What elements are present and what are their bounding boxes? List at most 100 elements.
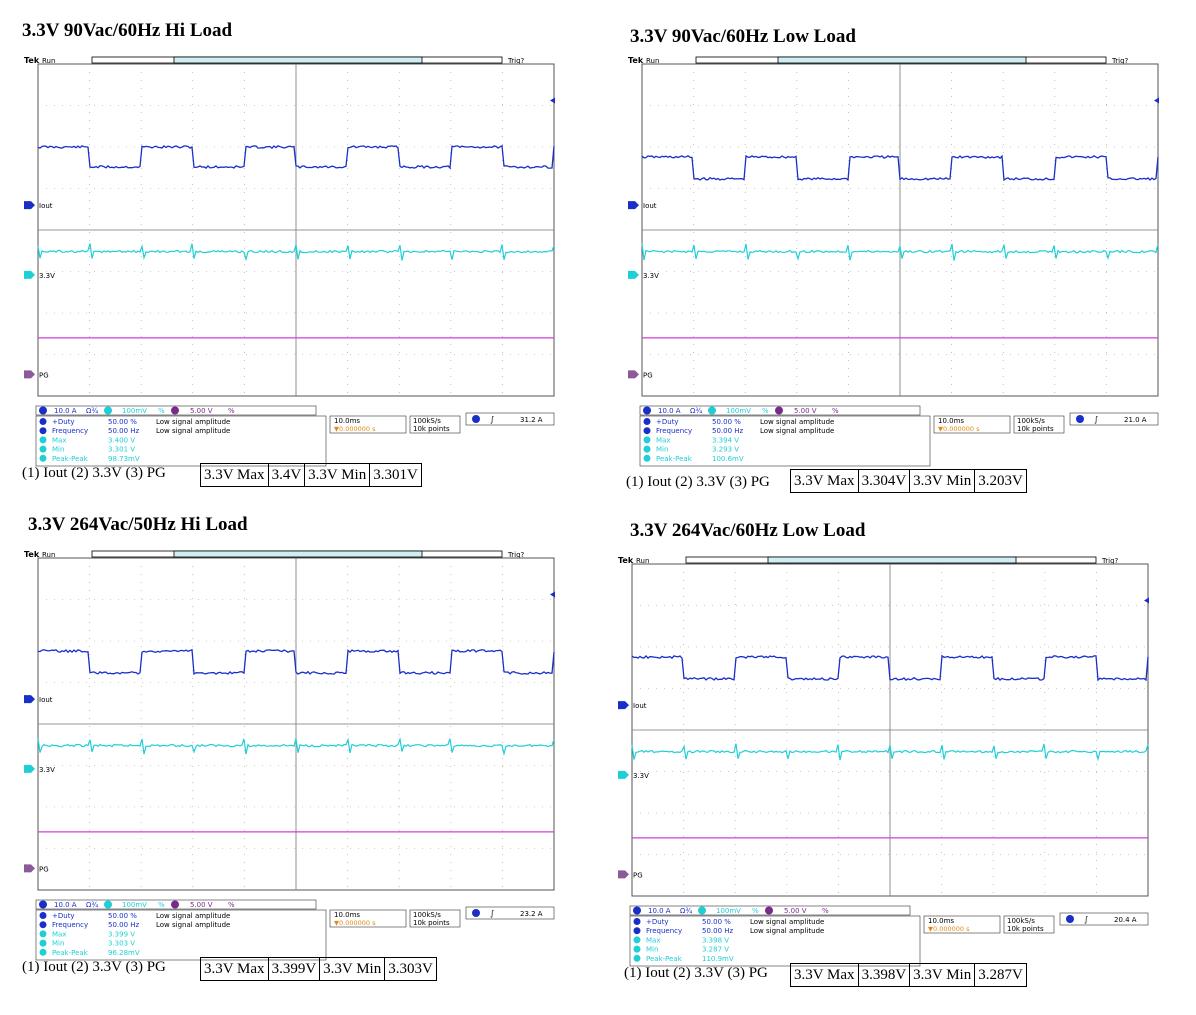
ch1-coupling: Ω¾ (690, 407, 702, 415)
meas-value: 50.00 % (108, 912, 137, 920)
min-value: 3.287V (974, 963, 1027, 987)
meas-value: 50.00 % (108, 418, 137, 426)
channel-legend: (1) Iout (2) 3.3V (3) PG (626, 474, 770, 490)
meas-note: Low signal amplitude (156, 427, 230, 435)
ch1-marker (628, 201, 639, 210)
max-label: 3.3V Max (790, 963, 859, 987)
panel-title: 3.3V 264Vac/50Hz Hi Load (28, 514, 248, 535)
meas-name: Frequency (656, 427, 692, 435)
ch3-scale: 5.00 V (190, 407, 213, 415)
ch1-coupling: Ω¾ (86, 901, 98, 909)
run-label: Run (42, 551, 55, 559)
oscilloscope-capture: Tek Run Trig? Iout 3.3V PG 10.0 A Ω¾ 100mV% 5.00 … (22, 548, 582, 978)
meas-name: Max (52, 930, 66, 938)
trigger-box (465, 412, 555, 426)
ch2-trace (37, 243, 555, 262)
panel-90vac-hi-load: 3.3V 90Vac/60Hz Hi Load Tek Run Trig? Iout 3… (22, 20, 582, 490)
trigger-level: 20.4 A (1114, 916, 1137, 924)
meas-name: Max (52, 436, 66, 444)
meas-value: 3.303 V (108, 940, 135, 948)
meas-value: 50.00 Hz (712, 427, 744, 435)
timebase: 10.0ms (334, 911, 360, 919)
record-length: 10k points (413, 919, 450, 927)
ch1-trace (37, 144, 555, 170)
meas-value: 3.399 V (108, 930, 135, 938)
record-window (767, 556, 1017, 564)
ch2-marker (24, 764, 35, 773)
ch1-marker-label: Iout (39, 696, 53, 704)
panel-title: 3.3V 90Vac/60Hz Low Load (630, 26, 856, 47)
brand-label: Tek (618, 556, 634, 565)
run-label: Run (646, 57, 659, 65)
meas-name: Peak-Peak (656, 455, 693, 463)
ch3-marker (618, 870, 629, 879)
meas-value: 3.287 V (702, 946, 729, 954)
ch2-bw: % (752, 907, 759, 915)
meas-name: +Duty (646, 918, 669, 926)
graticule (37, 63, 555, 397)
min-label: 3.3V Min (909, 469, 976, 493)
ch1-marker (618, 701, 629, 710)
meas-value: 3.293 V (712, 446, 739, 454)
trigger-slope-icon: ∫ (490, 415, 494, 424)
ch3-marker-label: PG (39, 371, 49, 379)
trigger-box (465, 906, 555, 920)
trigger-position: ▼0.000000 s (334, 425, 376, 433)
ch1-marker-label: Iout (39, 202, 53, 210)
meas-name: Max (656, 436, 670, 444)
meas-note: Low signal amplitude (760, 418, 834, 426)
graticule (641, 63, 1159, 397)
measurements-box (639, 415, 931, 467)
max-label: 3.3V Max (200, 463, 269, 487)
ch3-marker (628, 370, 639, 379)
acq-box (1003, 915, 1055, 934)
oscilloscope-capture: Tek Run Trig? Iout 3.3V PG 10.0 A Ω¾ 100mV% 5.00 … (616, 554, 1176, 984)
panel-title: 3.3V 90Vac/60Hz Hi Load (22, 20, 233, 41)
trigger-level-marker (1154, 97, 1159, 104)
meas-value: 3.400 V (108, 436, 135, 444)
sample-rate: 100kS/s (413, 417, 441, 425)
ch3-marker-label: PG (39, 865, 49, 873)
graticule (37, 557, 555, 891)
max-value: 3.399V (267, 957, 321, 981)
min-value: 3.303V (384, 957, 437, 981)
ch1-trace (631, 654, 1149, 682)
ch2-bw: % (158, 901, 165, 909)
ch2-bw: % (158, 407, 165, 415)
trigger-level-marker (550, 591, 555, 598)
ch2-scale: 100mV (122, 407, 147, 415)
ch3-scale: 5.00 V (190, 901, 213, 909)
ch1-scale: 10.0 A (648, 907, 671, 915)
timebase-box (329, 909, 407, 928)
trigger-position: ▼0.000000 s (334, 919, 376, 927)
timebase-box (329, 415, 407, 434)
ch1-trace (37, 648, 555, 675)
max-value: 3.398V (857, 963, 911, 987)
meas-name: Peak-Peak (52, 455, 89, 463)
ch2-scale: 100mV (716, 907, 741, 915)
channel-legend: (1) Iout (2) 3.3V (3) PG (22, 959, 166, 975)
meas-value: 100.6mV (712, 455, 744, 463)
max-label: 3.3V Max (790, 469, 859, 493)
run-label: Run (42, 57, 55, 65)
ch1-marker (24, 201, 35, 210)
meas-value: 98.73mV (108, 455, 140, 463)
meas-name: +Duty (52, 418, 75, 426)
ch2-marker (628, 270, 639, 279)
trigger-slope-icon: ∫ (1084, 915, 1088, 924)
min-label: 3.3V Min (304, 463, 371, 487)
record-window (173, 56, 423, 64)
measurements-box (35, 909, 327, 961)
panel-title: 3.3V 264Vac/60Hz Low Load (630, 520, 866, 541)
ch3-bw: % (228, 901, 235, 909)
ch2-marker-label: 3.3V (633, 772, 649, 780)
meas-value: 50.00 % (702, 918, 731, 926)
trigger-position: ▼0.000000 s (928, 925, 970, 933)
meas-value: 50.00 % (712, 418, 741, 426)
ch1-coupling: Ω¾ (86, 407, 98, 415)
trigger-position: ▼0.000000 s (938, 425, 980, 433)
meas-name: Min (656, 446, 668, 454)
timebase: 10.0ms (334, 417, 360, 425)
ch2-bw: % (762, 407, 769, 415)
meas-name: Peak-Peak (52, 949, 89, 957)
